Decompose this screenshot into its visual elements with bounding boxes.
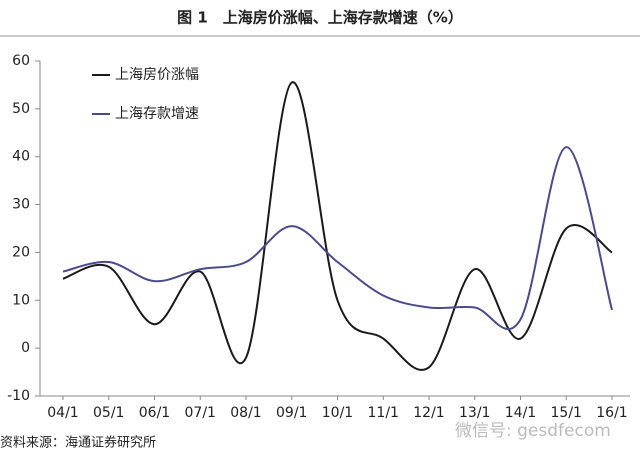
x-tick-label: 15/1 xyxy=(551,405,582,421)
x-tick-label: 11/1 xyxy=(368,405,399,421)
y-tick-label: 0 xyxy=(21,340,30,356)
legend-label: 上海房价涨幅 xyxy=(115,67,199,83)
y-tick-label: 10 xyxy=(12,292,30,308)
y-tick-label: 30 xyxy=(12,197,30,213)
y-tick-label: -10 xyxy=(7,388,30,404)
y-tick-label: 60 xyxy=(12,53,30,69)
y-tick-label: 20 xyxy=(12,244,30,260)
x-tick-label: 04/1 xyxy=(47,405,78,421)
series-line xyxy=(62,146,613,331)
source: 资料来源：海通证券研究所 xyxy=(0,435,156,451)
x-tick-label: 06/1 xyxy=(139,405,170,421)
y-tick-label: 50 xyxy=(12,101,30,117)
x-tick-label: 16/1 xyxy=(596,405,627,421)
x-tick-label: 14/1 xyxy=(505,405,536,421)
x-tick-label: 08/1 xyxy=(230,405,261,421)
x-tick-label: 09/1 xyxy=(276,405,307,421)
x-tick-label: 07/1 xyxy=(185,405,216,421)
series-line xyxy=(62,81,613,371)
legend-label: 上海存款增速 xyxy=(115,106,199,122)
watermark: 微信号: gesdfecom xyxy=(455,421,611,441)
y-tick-label: 40 xyxy=(12,149,30,165)
x-tick-label: 05/1 xyxy=(93,405,124,421)
x-tick-label: 10/1 xyxy=(322,405,353,421)
chart-title: 图 1 上海房价涨幅、上海存款增速（%） xyxy=(177,9,463,27)
x-tick-label: 12/1 xyxy=(413,405,444,421)
x-tick-label: 13/1 xyxy=(459,405,490,421)
